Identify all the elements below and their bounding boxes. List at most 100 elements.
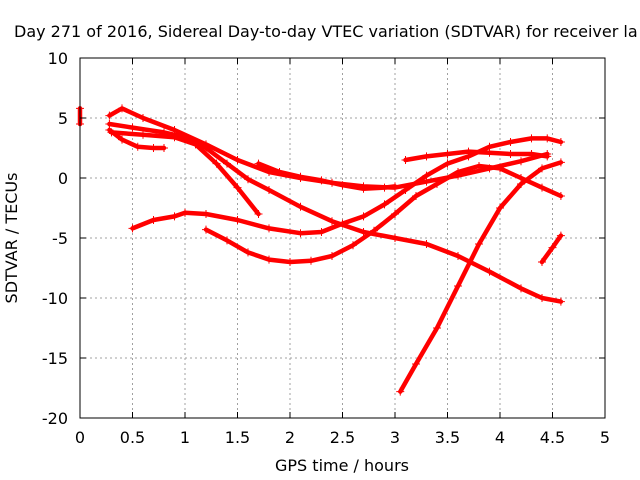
series-9 xyxy=(538,231,565,266)
grid xyxy=(80,58,605,418)
data-point xyxy=(485,148,494,157)
series-7 xyxy=(401,147,552,164)
data-point xyxy=(317,176,326,185)
data-point xyxy=(517,284,525,293)
data-point xyxy=(338,219,347,228)
y-tick-label: 5 xyxy=(58,109,68,128)
data-point xyxy=(391,234,399,242)
data-point xyxy=(454,168,462,176)
data-point xyxy=(133,142,142,151)
data-point xyxy=(556,138,565,146)
chart-title: Day 271 of 2016, Sidereal Day-to-day VTE… xyxy=(14,22,638,41)
data-point xyxy=(359,228,368,236)
data-point xyxy=(233,156,242,164)
y-tick-label: 0 xyxy=(58,169,68,188)
x-tick-label: 3.5 xyxy=(435,428,460,447)
data-point xyxy=(517,157,525,166)
data-point xyxy=(265,186,273,194)
data-point xyxy=(338,181,347,190)
data-point xyxy=(170,133,179,142)
data-point xyxy=(556,297,565,306)
data-point xyxy=(244,175,252,184)
data-point xyxy=(506,138,515,146)
data-point xyxy=(359,212,368,221)
data-point xyxy=(433,324,441,332)
data-point xyxy=(543,152,552,161)
data-point xyxy=(296,202,305,211)
x-tick-label: 3 xyxy=(390,428,400,447)
data-point xyxy=(496,164,504,173)
x-tick-label: 0 xyxy=(75,428,85,447)
x-tick-label: 1 xyxy=(180,428,190,447)
data-point xyxy=(139,130,147,139)
x-tick-label: 4 xyxy=(495,428,505,447)
y-axis-label: SDTVAR / TECUs xyxy=(2,173,21,304)
y-tick-label: 10 xyxy=(48,49,68,68)
y-tick-labels: 10 5 0 -5 -10 -15 -20 xyxy=(42,49,68,428)
data-point xyxy=(527,134,536,143)
data-point xyxy=(538,183,546,192)
data-point xyxy=(548,243,557,252)
series-5 xyxy=(202,162,565,266)
data-point xyxy=(244,248,252,257)
data-point xyxy=(412,360,420,368)
data-point xyxy=(128,123,137,132)
data-point xyxy=(223,159,231,168)
series-line xyxy=(203,163,564,265)
data-point xyxy=(370,226,378,235)
data-point xyxy=(307,256,315,265)
series-3 xyxy=(107,128,263,218)
series-line xyxy=(107,121,564,304)
data-point xyxy=(422,171,431,180)
data-point xyxy=(443,150,452,158)
data-point xyxy=(170,212,179,221)
data-point xyxy=(359,184,368,193)
data-point xyxy=(401,186,410,194)
axis-ticks xyxy=(79,57,606,419)
data-point xyxy=(328,252,336,260)
data-point xyxy=(128,224,137,233)
data-point xyxy=(517,180,525,188)
data-point xyxy=(233,183,242,192)
series-line xyxy=(539,233,564,265)
y-tick-label: -5 xyxy=(52,229,68,248)
data-point xyxy=(212,159,221,168)
data-point xyxy=(475,162,483,170)
series-4 xyxy=(128,134,565,238)
data-point xyxy=(149,144,158,152)
data-point xyxy=(265,224,273,233)
y-tick-label: -10 xyxy=(42,289,68,308)
data-point xyxy=(286,258,294,266)
data-point xyxy=(105,111,114,120)
data-point xyxy=(139,114,147,122)
x-tick-label: 1.5 xyxy=(225,428,250,447)
data-point xyxy=(118,104,126,113)
data-point xyxy=(202,144,210,152)
data-point xyxy=(396,387,405,396)
x-tick-label: 5 xyxy=(600,428,610,447)
series-line xyxy=(398,160,564,394)
data-point xyxy=(538,258,546,266)
data-point xyxy=(443,159,452,168)
y-tick-label: -20 xyxy=(42,409,68,428)
data-point xyxy=(401,156,410,164)
data-point xyxy=(265,255,273,264)
data-point xyxy=(422,240,431,248)
data-point xyxy=(275,168,284,176)
data-point xyxy=(149,216,158,224)
data-point xyxy=(254,159,263,168)
data-point xyxy=(422,152,431,161)
data-point xyxy=(454,252,462,260)
data-point xyxy=(181,208,189,217)
data-point xyxy=(118,135,126,144)
data-point xyxy=(496,204,504,212)
data-point xyxy=(233,216,242,224)
data-point xyxy=(475,240,483,248)
data-point xyxy=(556,192,565,200)
data-point xyxy=(107,128,116,137)
series-6 xyxy=(254,159,399,193)
y-tick-label: -15 xyxy=(42,349,68,368)
data-point xyxy=(464,147,473,156)
data-point xyxy=(391,210,399,218)
